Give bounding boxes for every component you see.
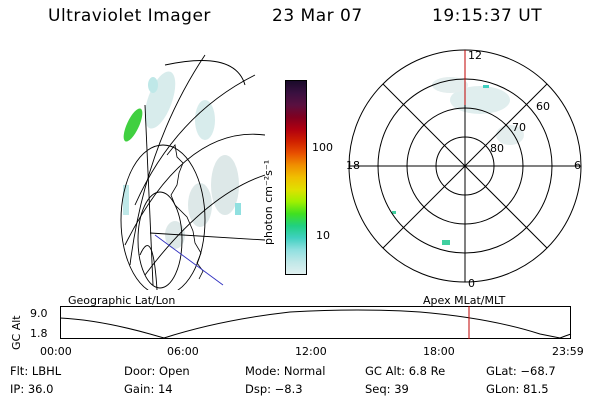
mlt-label-0: 0 — [468, 277, 475, 290]
timeline-ytick-bottom: 1.8 — [30, 327, 48, 340]
timeline-xtick-3: 18:00 — [423, 345, 455, 358]
colorbar-gradient — [285, 80, 307, 275]
coastline — [166, 144, 204, 280]
timeline-xtick-4: 23:59 — [552, 345, 584, 358]
lat-lon-grid — [120, 54, 265, 290]
mode-info: Mode: Normal — [245, 364, 326, 378]
glon-info: GLon: 81.5 — [486, 382, 549, 396]
mlt-label-12: 12 — [468, 49, 482, 62]
door-info: Door: Open — [124, 364, 190, 378]
time-label: 19:15:37 UT — [432, 6, 543, 26]
mlat-label-70: 70 — [512, 121, 526, 134]
gain-info: Gain: 14 — [124, 382, 173, 396]
left-panel-title: Geographic Lat/Lon — [68, 294, 176, 307]
altitude-curve — [60, 309, 572, 339]
filter-info: Flt: LBHL — [10, 364, 62, 378]
colorbar-tick-10: 10 — [316, 229, 330, 242]
timeline-xtick-2: 12:00 — [295, 345, 327, 358]
polar-plot: 12 18 6 0 60 70 80 — [346, 49, 582, 290]
glat-info: GLat: −68.7 — [486, 364, 556, 378]
timeline-axis-label: GC Alt — [10, 315, 23, 350]
mlt-label-18: 18 — [346, 159, 360, 172]
instrument-title: Ultraviolet Imager — [48, 6, 211, 26]
mlat-label-80: 80 — [490, 142, 504, 155]
right-panel-title: Apex MLat/MLT — [423, 294, 506, 307]
mlt-label-6: 6 — [574, 159, 581, 172]
terminator-line — [154, 234, 224, 286]
timeline-xtick-1: 06:00 — [167, 345, 199, 358]
colorbar-tick-100: 100 — [312, 141, 333, 154]
geographic-map — [120, 54, 265, 290]
emission-patches — [123, 71, 241, 249]
timeline-plot — [60, 306, 572, 339]
colorbar — [285, 80, 307, 275]
dsp-info: Dsp: −8.3 — [245, 382, 303, 396]
mlat-label-60: 60 — [536, 100, 550, 113]
date-label: 23 Mar 07 — [272, 6, 363, 26]
timeline-ytick-top: 9.0 — [30, 307, 48, 320]
colorbar-unit-label: photon cm⁻²s⁻¹ — [262, 159, 275, 245]
gc-alt-info: GC Alt: 6.8 Re — [365, 364, 446, 378]
ip-info: IP: 36.0 — [10, 382, 54, 396]
seq-info: Seq: 39 — [365, 382, 409, 396]
timeline-xtick-0: 00:00 — [40, 345, 72, 358]
